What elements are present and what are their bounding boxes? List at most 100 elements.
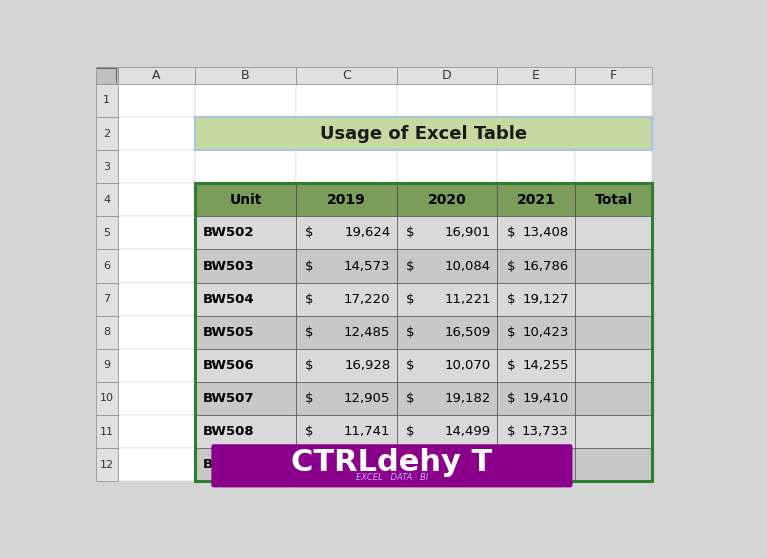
Bar: [296, 349, 397, 382]
Bar: [397, 282, 497, 316]
Bar: [574, 316, 652, 349]
Bar: [397, 183, 497, 217]
Bar: [397, 249, 497, 282]
Bar: [497, 382, 574, 415]
Text: 14,499: 14,499: [445, 425, 491, 438]
Text: 11,741: 11,741: [344, 425, 390, 438]
Text: $: $: [507, 392, 515, 405]
Text: BW503: BW503: [202, 259, 255, 272]
Bar: [195, 183, 296, 217]
Bar: [574, 249, 652, 282]
Text: 10,084: 10,084: [445, 259, 491, 272]
Text: $: $: [305, 259, 314, 272]
Text: 16,786: 16,786: [522, 259, 568, 272]
Bar: [574, 282, 652, 316]
Text: Usage of Excel Table: Usage of Excel Table: [320, 124, 527, 142]
Bar: [397, 67, 497, 84]
Text: $: $: [305, 425, 314, 438]
Bar: [96, 67, 117, 84]
Bar: [117, 415, 195, 448]
Bar: [296, 67, 397, 84]
Text: 3: 3: [104, 162, 110, 172]
Bar: [195, 183, 296, 217]
FancyBboxPatch shape: [212, 444, 572, 487]
Text: 12,485: 12,485: [344, 326, 390, 339]
Text: $: $: [406, 458, 414, 471]
Bar: [117, 67, 195, 84]
Text: BW502: BW502: [202, 227, 255, 239]
Text: BW507: BW507: [202, 392, 255, 405]
Bar: [117, 150, 195, 183]
Bar: [296, 282, 397, 316]
Bar: [296, 415, 397, 448]
Bar: [397, 150, 497, 183]
Text: $: $: [507, 259, 515, 272]
Text: 16,901: 16,901: [445, 227, 491, 239]
Bar: [296, 183, 397, 217]
Text: 14,573: 14,573: [344, 259, 390, 272]
Bar: [497, 67, 574, 84]
Bar: [117, 249, 195, 282]
Text: 9: 9: [104, 360, 110, 371]
Text: A: A: [152, 69, 160, 82]
Text: 14,255: 14,255: [522, 359, 568, 372]
Bar: [397, 117, 497, 150]
Text: $: $: [406, 392, 414, 405]
Bar: [96, 249, 117, 282]
Text: Total: Total: [594, 193, 633, 207]
Bar: [296, 249, 397, 282]
Text: 1: 1: [104, 95, 110, 105]
Bar: [574, 448, 652, 481]
Bar: [497, 249, 574, 282]
Text: 4: 4: [104, 195, 110, 205]
Text: 13,408: 13,408: [522, 227, 568, 239]
Text: BW505: BW505: [202, 326, 255, 339]
Bar: [96, 117, 117, 150]
Bar: [497, 150, 574, 183]
Text: 13,733: 13,733: [522, 425, 568, 438]
Bar: [96, 448, 117, 481]
Text: 10,423: 10,423: [522, 326, 568, 339]
Bar: [96, 415, 117, 448]
Bar: [574, 349, 652, 382]
Bar: [497, 382, 574, 415]
Bar: [397, 183, 497, 217]
Bar: [195, 415, 296, 448]
Text: E: E: [532, 69, 540, 82]
Text: CTRLdehy T: CTRLdehy T: [291, 448, 492, 477]
Bar: [117, 282, 195, 316]
Bar: [195, 117, 652, 150]
Bar: [96, 217, 117, 249]
Bar: [296, 249, 397, 282]
Text: $: $: [507, 292, 515, 306]
Bar: [117, 382, 195, 415]
Text: $: $: [305, 458, 314, 471]
Bar: [195, 349, 296, 382]
Text: 10: 10: [100, 393, 114, 403]
Bar: [574, 382, 652, 415]
Text: $: $: [507, 458, 515, 471]
Text: B: B: [241, 69, 250, 82]
Text: 8,056: 8,056: [531, 458, 568, 471]
Bar: [117, 316, 195, 349]
Bar: [574, 282, 652, 316]
Bar: [397, 316, 497, 349]
Bar: [497, 448, 574, 481]
Bar: [497, 415, 574, 448]
Text: $: $: [305, 326, 314, 339]
Bar: [296, 84, 397, 117]
Text: 19,182: 19,182: [445, 392, 491, 405]
Text: 8: 8: [104, 327, 110, 337]
Bar: [397, 415, 497, 448]
Bar: [574, 150, 652, 183]
Text: $: $: [507, 326, 515, 339]
Bar: [497, 282, 574, 316]
Bar: [497, 316, 574, 349]
Bar: [117, 84, 195, 117]
Bar: [296, 349, 397, 382]
Bar: [296, 448, 397, 481]
Text: 11,221: 11,221: [445, 292, 491, 306]
Bar: [497, 183, 574, 217]
Bar: [195, 282, 296, 316]
Bar: [397, 282, 497, 316]
